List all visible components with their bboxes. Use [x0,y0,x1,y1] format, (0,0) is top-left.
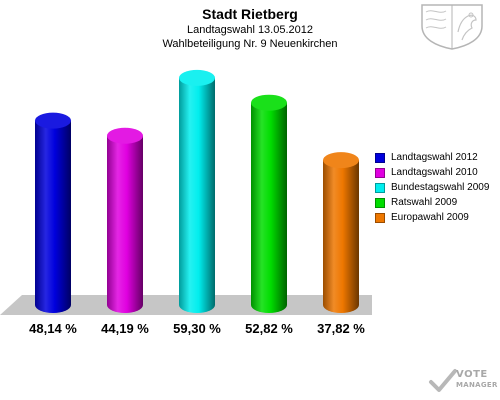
legend: Landtagswahl 2012 Landtagswahl 2010 Bundes… [375,150,489,225]
legend-swatch [375,182,385,193]
bar-4 [251,94,287,313]
legend-label: Landtagswahl 2012 [391,152,478,163]
legend-item-4: Ratswahl 2009 [375,195,489,210]
chart-title: Stadt Rietberg [202,6,298,22]
bar-cap [323,152,359,169]
legend-item-3: Bundestagswahl 2009 [375,180,489,195]
legend-swatch [375,152,385,163]
bar-cap [107,127,143,144]
bar-body [35,120,71,313]
legend-item-2: Landtagswahl 2010 [375,165,489,180]
watermark-line-1: VOTE [456,369,488,380]
legend-swatch [375,212,385,223]
bar-5 [323,152,359,313]
legend-item-1: Landtagswahl 2012 [375,150,489,165]
bar-1 [35,112,71,313]
value-label-4: 52,82 % [245,321,293,336]
value-label-2: 44,19 % [101,321,149,336]
legend-swatch [375,167,385,178]
legend-label: Bundestagswahl 2009 [391,182,490,193]
legend-label: Landtagswahl 2010 [391,167,478,178]
legend-item-5: Europawahl 2009 [375,210,489,225]
check-mark-icon [429,369,457,392]
coat-of-arms-icon [421,4,483,50]
bar-body [323,160,359,313]
vote-manager-watermark: VOTE MANAGER [456,370,498,390]
bar-3 [179,69,215,313]
chart-header: Stadt Rietberg Landtagswahl 13.05.2012 W… [0,6,500,51]
chart-subtitle-district: Wahlbeteiligung Nr. 9 Neuenkirchen [162,38,338,50]
bar-2 [107,127,143,313]
value-label-1: 48,14 % [29,321,77,336]
bar-cap [35,112,71,129]
legend-swatch [375,197,385,208]
bar-cap [179,69,215,86]
bar-cap [251,94,287,111]
bar-body [107,135,143,313]
watermark-line-2: MANAGER [456,381,498,389]
legend-label: Europawahl 2009 [391,212,469,223]
chart-subtitle-date: Landtagswahl 13.05.2012 [187,24,313,36]
legend-label: Ratswahl 2009 [391,197,458,208]
bar-body [251,102,287,313]
value-label-3: 59,30 % [173,321,221,336]
bar-body [179,77,215,313]
value-label-5: 37,82 % [317,321,365,336]
